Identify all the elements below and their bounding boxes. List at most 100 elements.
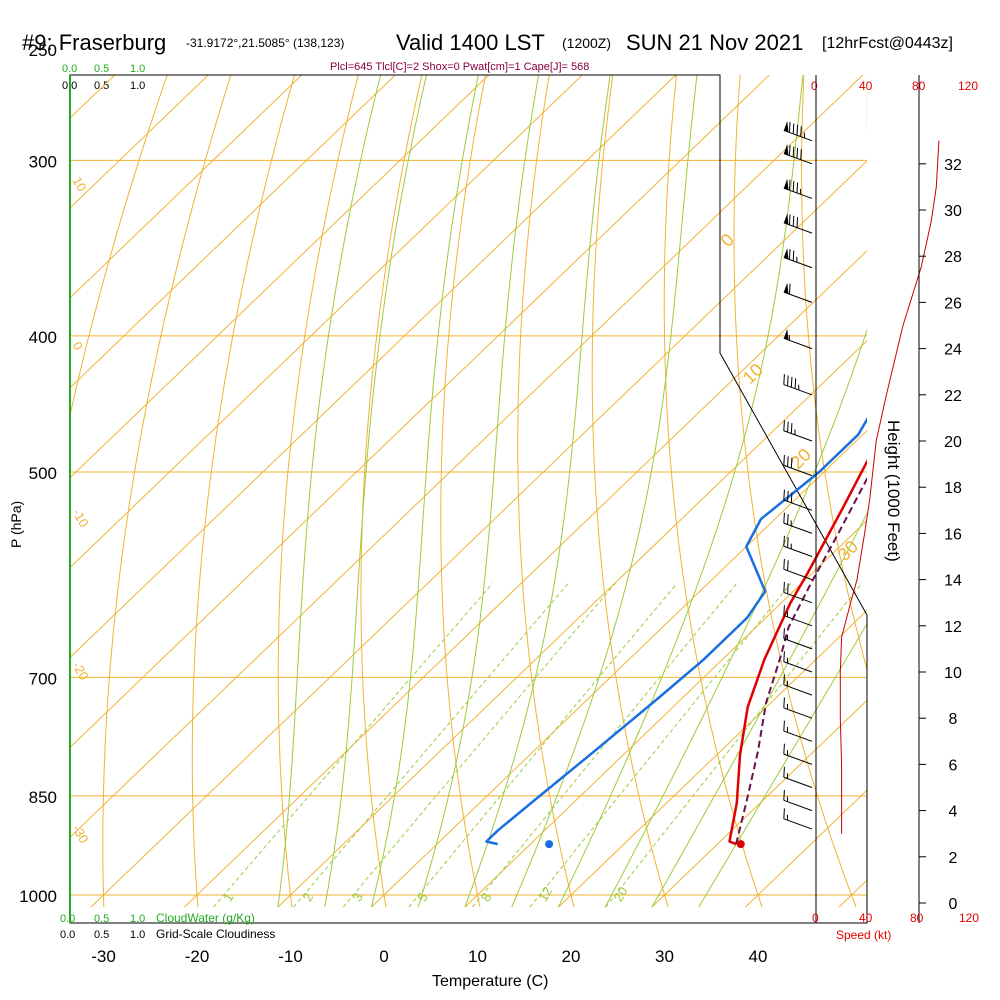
- barb-staff: [783, 129, 813, 142]
- barb-flag: [790, 457, 793, 469]
- cloud-water-tick: 0.0: [60, 913, 75, 925]
- moist-adiabat: [370, 75, 479, 908]
- barb-flag: [800, 149, 802, 160]
- wind-barb: [783, 766, 813, 788]
- height-tick-label: 20: [944, 434, 962, 451]
- barb-flag: [783, 720, 785, 732]
- barb-flag: [787, 537, 789, 548]
- surface-temperature: [736, 840, 745, 849]
- zulu-time: (1200Z): [562, 35, 611, 51]
- speed-tick: 40: [859, 79, 873, 93]
- barb-flag: [794, 378, 797, 389]
- isotherm-label: 30: [834, 537, 862, 565]
- height-tick-label: 26: [944, 295, 962, 312]
- barb-staff: [783, 384, 813, 396]
- wind-barb: [783, 121, 813, 142]
- barb-staff: [783, 818, 813, 830]
- barb-flag: [783, 697, 785, 708]
- barb-staff: [783, 638, 813, 650]
- wind-speed-profile: [839, 140, 940, 834]
- mixing-ratio-line: [472, 582, 738, 908]
- mixing-ratio-line: [293, 582, 569, 908]
- barb-flag: [792, 123, 795, 134]
- speed-scale-bottom: 0 40 80 120 Speed (kt): [812, 911, 979, 942]
- forecast-date: SUN 21 Nov 2021: [626, 30, 803, 55]
- mixing-ratio-label: 12: [535, 884, 555, 904]
- barb-flag: [788, 249, 791, 260]
- barb-flag: [783, 581, 785, 593]
- barb-staff: [783, 568, 813, 581]
- cloud-water-tick: 0.0: [62, 63, 77, 75]
- barb-flag: [796, 217, 799, 228]
- cloud-water-label: CloudWater (g/Kg): [156, 911, 255, 925]
- speed-scale-top: 0 40 80 120: [811, 79, 978, 93]
- temperature-tick-label: 0: [379, 947, 388, 966]
- height-tick-label: 0: [949, 896, 958, 913]
- barb-flag: [787, 514, 789, 525]
- wind-barb: [783, 454, 813, 477]
- barb-flag: [788, 179, 791, 191]
- barb-flag: [788, 214, 791, 225]
- dry-adiabat: [663, 75, 763, 908]
- pressure-axis-label: P (hPa): [8, 501, 24, 548]
- barb-flag: [790, 376, 793, 388]
- barb-flag: [792, 250, 795, 261]
- isotherm: [184, 250, 867, 908]
- barb-flag: [783, 512, 785, 524]
- barb-staff: [783, 707, 813, 719]
- cloudiness-tick: 1.0: [130, 80, 145, 92]
- surface-dewpoint: [545, 840, 554, 849]
- barb-staff: [783, 187, 813, 199]
- isotherm-label: 10: [739, 360, 767, 388]
- isotherm-label: -10: [69, 506, 91, 530]
- barb-staff: [783, 591, 813, 604]
- pressure-tick-label: 250: [29, 41, 57, 60]
- isotherm: [70, 75, 677, 659]
- pressure-tick-label: 850: [29, 788, 57, 807]
- barb-staff: [783, 522, 813, 534]
- pressure-tick-label: 500: [29, 464, 57, 483]
- barb-staff: [783, 291, 813, 303]
- wind-barb: [783, 628, 813, 650]
- height-tick-label: 24: [944, 342, 962, 359]
- isotherm: [277, 339, 867, 908]
- barb-flag: [787, 560, 789, 571]
- wind-barb: [783, 512, 813, 534]
- isotherm: [70, 75, 303, 299]
- barb-flag: [783, 789, 785, 801]
- wind-barb: [783, 743, 813, 765]
- temperature-tick-label: -20: [185, 947, 210, 966]
- moist-adiabat: [277, 75, 382, 908]
- isotherm-label: -30: [69, 822, 91, 846]
- cloud-water-tick: 1.0: [130, 63, 145, 75]
- barb-flag: [787, 375, 789, 386]
- cloudiness-tick: 0.0: [60, 929, 75, 941]
- pressure-tick-label: 1000: [19, 887, 57, 906]
- barb-flag: [787, 583, 789, 594]
- wind-barb: [783, 535, 813, 557]
- barb-flag: [792, 146, 795, 157]
- wind-barb: [783, 178, 813, 199]
- barb-staff: [783, 153, 813, 165]
- isotherm: [70, 75, 771, 749]
- barb-staff: [783, 257, 813, 269]
- barb-flag: [783, 605, 785, 616]
- height-tick-label: 8: [949, 711, 958, 728]
- speed-tick: 0: [811, 79, 818, 93]
- wind-barb: [783, 144, 813, 165]
- dry-adiabat: [801, 75, 867, 672]
- moist-adiabat: [464, 75, 611, 908]
- barb-pennant: [783, 213, 789, 225]
- barb-flag: [796, 182, 799, 194]
- moist-adiabat: [698, 622, 867, 908]
- isotherm-label: 0: [69, 339, 86, 353]
- isotherm-label: -20: [69, 659, 91, 683]
- wind-barb: [783, 489, 813, 511]
- wind-barbs: [783, 121, 813, 830]
- dry-adiabat: [191, 75, 296, 908]
- pressure-ticks: 250 300 400 500 700 850 1000: [19, 41, 57, 906]
- mixing-ratio-label: 2: [300, 890, 317, 904]
- wind-barb: [783, 581, 813, 604]
- temperature-tick-label: -30: [91, 947, 116, 966]
